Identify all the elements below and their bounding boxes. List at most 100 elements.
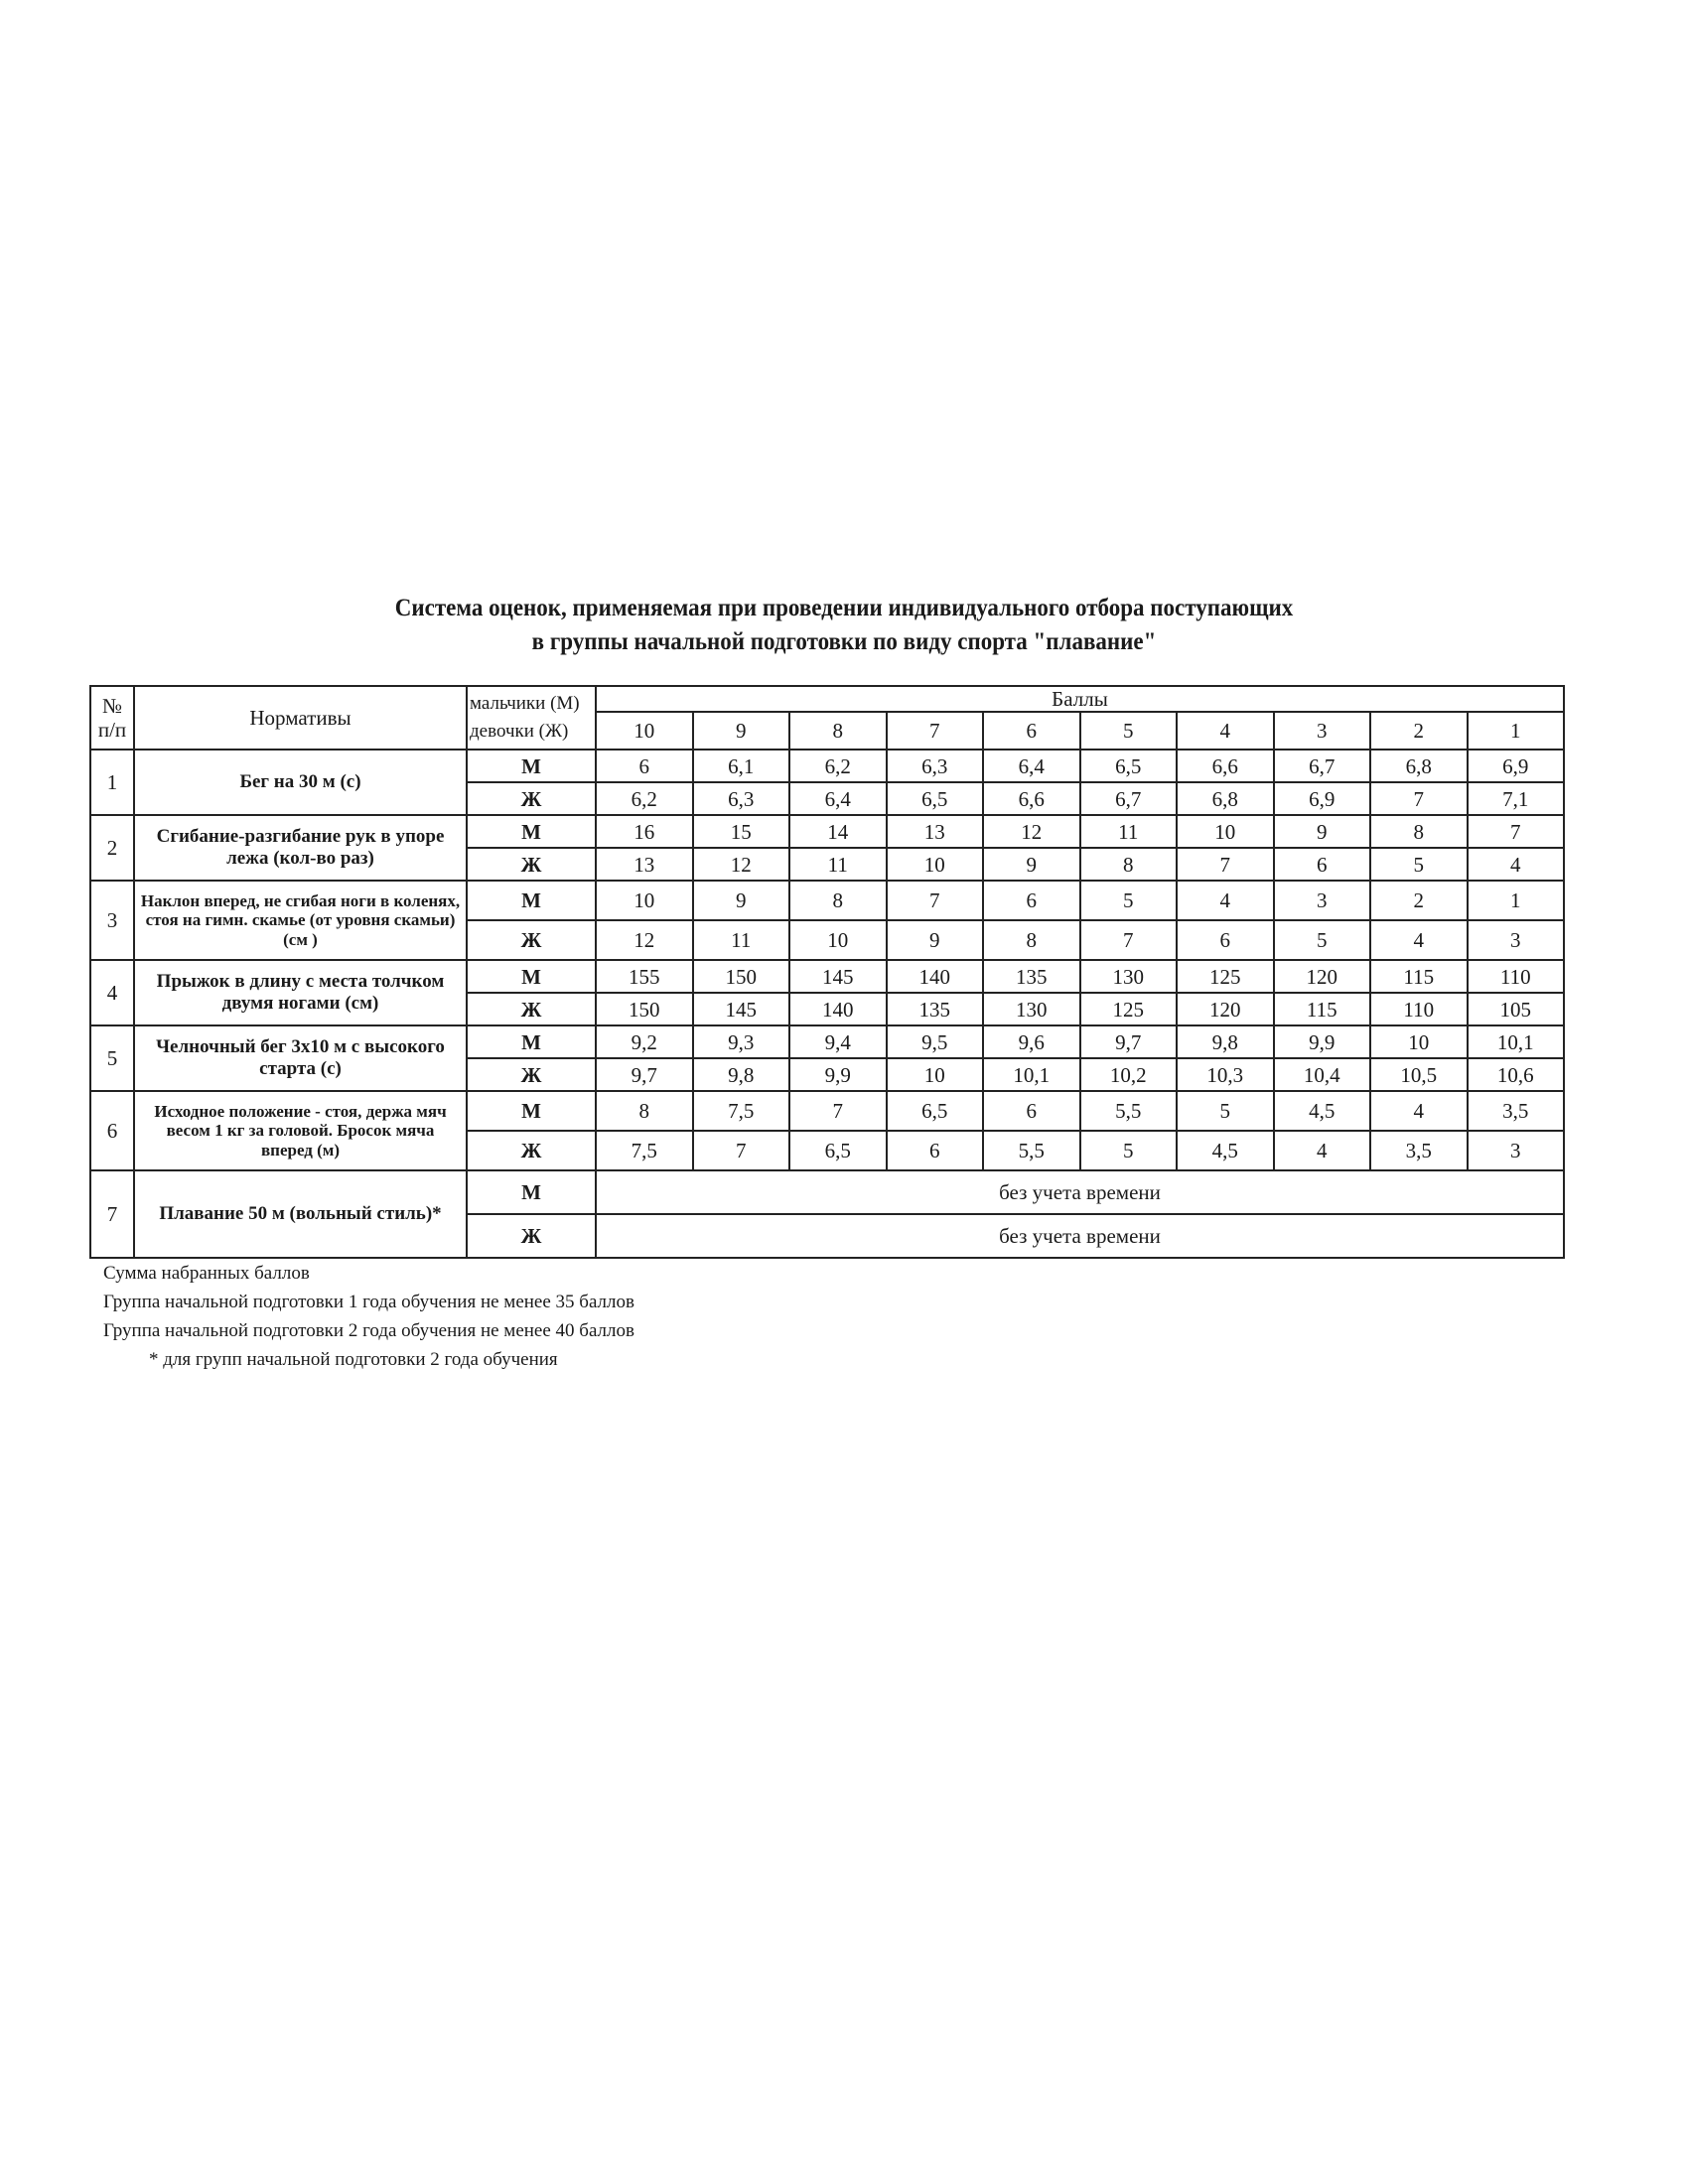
score-cell: 6,5 <box>885 1090 984 1133</box>
score-cell: 9,4 <box>788 1024 888 1060</box>
score-cell: 6 <box>1176 919 1275 962</box>
title-line-1: Система оценок, применяемая при проведен… <box>394 595 1294 621</box>
score-cell: 9 <box>982 847 1081 883</box>
score-cell: 5 <box>1078 880 1178 922</box>
score-cell: 9,7 <box>1078 1024 1178 1060</box>
table-row: Ж 13 12 11 10 9 8 7 6 5 4 <box>90 847 1565 883</box>
table-row: 4 Прыжок в длину с места толчком двумя но… <box>89 959 1565 1027</box>
score-cell: 9 <box>691 880 790 922</box>
score-cell: 110 <box>1369 992 1469 1027</box>
score-cell: 6,9 <box>1466 749 1565 784</box>
score-cell: 10,6 <box>1466 1057 1565 1093</box>
sex-label: Ж <box>466 847 597 883</box>
header-scores-row: 10 9 8 7 6 5 4 3 2 1 <box>90 711 1565 751</box>
score-cell: 6,4 <box>788 781 888 817</box>
score-cell: 10,5 <box>1369 1057 1469 1093</box>
score-cell: 13 <box>885 814 984 850</box>
score-cell: 6,2 <box>595 781 694 817</box>
score-cell: 9 <box>1272 814 1371 850</box>
sex-label: Ж <box>466 919 597 962</box>
score-cell: 6,2 <box>788 749 888 784</box>
header-score: 3 <box>1272 711 1371 751</box>
footer-line-2: Группа начальной подготовки 1 года обуче… <box>103 1292 634 1312</box>
score-cell: 9,5 <box>885 1024 984 1060</box>
score-cell: 6,5 <box>788 1130 888 1172</box>
table-row: Ж 150 145 140 135 130 125 120 115 110 105 <box>90 992 1565 1027</box>
row-number: 2 <box>89 814 135 883</box>
score-cell: 11 <box>1078 814 1178 850</box>
score-cell: 9,8 <box>1176 1024 1275 1060</box>
table-row: 2 Сгибание-разгибание рук в упоре лежа (к… <box>89 814 1565 883</box>
score-cell: 6 <box>595 749 694 784</box>
score-cell: 4 <box>1272 1130 1371 1172</box>
score-cell: 130 <box>982 992 1081 1027</box>
footer-notes: Сумма набранных баллов Группа начальной … <box>103 1259 634 1374</box>
score-cell: 120 <box>1176 992 1275 1027</box>
score-cell: 7 <box>691 1130 790 1172</box>
score-cell: 7 <box>1176 847 1275 883</box>
score-cell: 115 <box>1272 992 1371 1027</box>
score-cell: 6,1 <box>691 749 790 784</box>
sex-label: М <box>466 814 597 850</box>
score-cell: 8 <box>982 919 1081 962</box>
score-cell: 6 <box>982 1090 1081 1133</box>
score-cell: 6,9 <box>1272 781 1371 817</box>
sex-label: М <box>466 1024 597 1060</box>
score-cell: 10,1 <box>982 1057 1081 1093</box>
score-cell: 4 <box>1466 847 1565 883</box>
score-cell: 12 <box>982 814 1081 850</box>
header-score: 1 <box>1466 711 1565 751</box>
score-cell: 150 <box>595 992 694 1027</box>
score-cell: 115 <box>1369 959 1469 995</box>
score-cell: 8 <box>788 880 888 922</box>
score-cell: 7 <box>885 880 984 922</box>
score-cell: 145 <box>788 959 888 995</box>
score-cell: 6 <box>885 1130 984 1172</box>
score-cell: 7,5 <box>691 1090 790 1133</box>
norm-name: Челночный бег 3х10 м с высокого старта (… <box>133 1024 468 1093</box>
sex-label: М <box>466 880 597 922</box>
score-cell: 9,2 <box>595 1024 694 1060</box>
score-cell: 10 <box>885 1057 984 1093</box>
header-norms: Нормативы <box>133 684 468 751</box>
score-cell: 7 <box>1466 814 1565 850</box>
score-cell: 5,5 <box>1078 1090 1178 1133</box>
score-cell: 7 <box>1369 781 1469 817</box>
score-cell: 6,4 <box>982 749 1081 784</box>
row-number: 3 <box>89 880 135 962</box>
table-row: Ж 9,7 9,8 9,9 10 10,1 10,2 10,3 10,4 10,5 10,6 <box>90 1057 1565 1093</box>
score-cell: 10 <box>1369 1024 1469 1060</box>
header-score: 2 <box>1369 711 1469 751</box>
header-score: 4 <box>1176 711 1275 751</box>
row-number: 7 <box>89 1169 135 1260</box>
header-sex-m: мальчики (М) <box>470 692 580 714</box>
norm-name: Наклон вперед, не сгибая ноги в коленях,… <box>133 880 468 962</box>
score-cell: 3 <box>1466 919 1565 962</box>
norm-name: Плавание 50 м (вольный стиль)* <box>133 1169 468 1260</box>
header-score: 6 <box>982 711 1081 751</box>
score-cell: 10,4 <box>1272 1057 1371 1093</box>
table-row: 5 Челночный бег 3х10 м с высокого старта … <box>89 1024 1565 1093</box>
sex-label: Ж <box>466 1057 597 1093</box>
score-cell: 125 <box>1078 992 1178 1027</box>
score-cell: 140 <box>885 959 984 995</box>
score-cell: 10 <box>595 880 694 922</box>
score-cell: 6,7 <box>1078 781 1178 817</box>
header-score: 9 <box>691 711 790 751</box>
score-cell: 10,2 <box>1078 1057 1178 1093</box>
no-time-cell: без учета времени <box>595 1169 1565 1216</box>
score-cell: 9,3 <box>691 1024 790 1060</box>
score-cell: 16 <box>595 814 694 850</box>
footer-line-1: Сумма набранных баллов <box>103 1263 310 1284</box>
score-cell: 11 <box>691 919 790 962</box>
footer-note: * для групп начальной подготовки 2 года … <box>149 1349 558 1370</box>
row-number: 6 <box>89 1090 135 1172</box>
table-row: 1 Бег на 30 м (с) М 6 6,1 6,2 6,3 6,4 6,5 6,6 6,7 6… <box>89 749 1565 817</box>
score-cell: 9,9 <box>1272 1024 1371 1060</box>
norm-name: Сгибание-разгибание рук в упоре лежа (ко… <box>133 814 468 883</box>
norm-name: Бег на 30 м (с) <box>133 749 468 817</box>
score-cell: 8 <box>1078 847 1178 883</box>
score-cell: 12 <box>595 919 694 962</box>
score-cell: 150 <box>691 959 790 995</box>
